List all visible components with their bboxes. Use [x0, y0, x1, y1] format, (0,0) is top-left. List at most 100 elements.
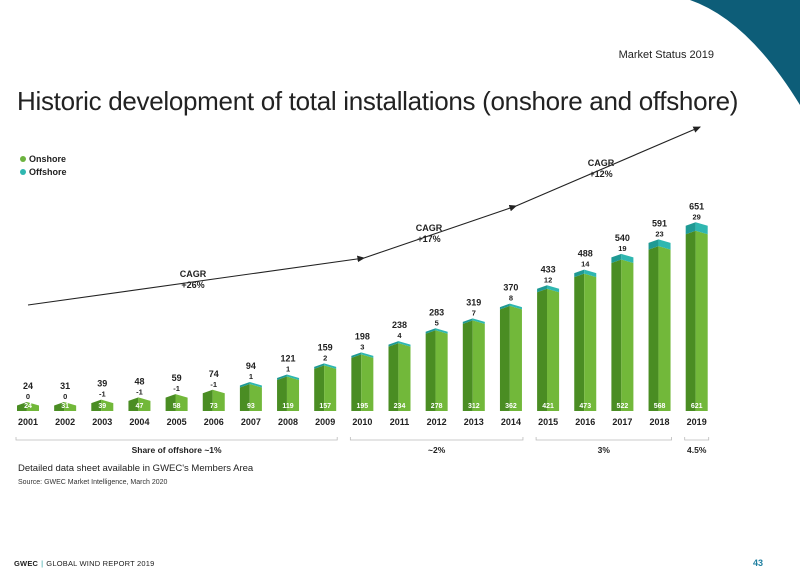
total-value-label: 319: [466, 297, 481, 307]
legend-onshore: Onshore: [20, 152, 67, 165]
offshore-dot-icon: [20, 168, 26, 175]
onshore-bar: [249, 384, 262, 411]
cagr-trend-line: [363, 205, 518, 259]
onshore-value-label: 73: [210, 403, 218, 410]
onshore-bar-side: [351, 354, 362, 411]
onshore-bar-side: [648, 246, 659, 411]
x-tick-label: 2014: [501, 417, 521, 427]
x-tick-label: 2001: [18, 417, 38, 427]
onshore-value-label: 24: [24, 403, 32, 410]
share-label: 4.5%: [687, 445, 707, 455]
onshore-value-label: 362: [505, 403, 517, 410]
offshore-cap-side: [648, 239, 659, 250]
offshore-cap-side: [537, 285, 547, 293]
cagr-trend-line: [27, 255, 366, 306]
onshore-bar-side: [499, 305, 510, 411]
offshore-cap-side: [499, 303, 510, 310]
members-note: Detailed data sheet available in GWEC's …: [18, 463, 254, 474]
onshore-value-label: 39: [98, 403, 106, 410]
offshore-cap: [584, 269, 597, 278]
offshore-cap: [547, 285, 560, 293]
onshore-bar: [621, 259, 634, 411]
x-tick-label: 2010: [352, 417, 372, 427]
share-bracket: [684, 437, 710, 441]
market-status-label: Market Status 2019: [618, 49, 714, 61]
onshore-value-label: 621: [691, 403, 703, 410]
x-tick-label: 2007: [241, 417, 261, 427]
x-tick-label: 2013: [464, 417, 484, 427]
offshore-cap: [472, 318, 485, 324]
offshore-value-label: 0: [26, 392, 30, 401]
share-label: 3%: [598, 445, 611, 455]
onshore-value-label: 234: [394, 403, 406, 410]
cagr-value: +12%: [589, 169, 612, 179]
onshore-bar-side: [202, 389, 213, 411]
offshore-cap: [249, 382, 262, 388]
offshore-cap: [621, 253, 634, 263]
offshore-value-label: -1: [210, 380, 217, 389]
total-value-label: 48: [134, 376, 144, 386]
onshore-bar: [658, 246, 671, 411]
total-value-label: 74: [209, 369, 219, 379]
onshore-value-label: 421: [542, 403, 554, 410]
onshore-value-label: 58: [173, 403, 181, 410]
page-title: Historic development of total installati…: [17, 86, 739, 116]
offshore-cap-side: [351, 352, 362, 358]
total-value-label: 433: [541, 264, 556, 274]
share-label: ~2%: [428, 445, 446, 455]
onshore-dot-icon: [20, 155, 26, 162]
offshore-value-label: 1: [286, 364, 290, 373]
total-value-label: 39: [97, 379, 107, 389]
offshore-cap-side: [314, 363, 325, 369]
offshore-value-label: 23: [655, 229, 663, 238]
offshore-cap-side: [574, 269, 585, 278]
x-tick-label: 2006: [204, 417, 224, 427]
offshore-cap: [658, 239, 671, 250]
onshore-bar-side: [537, 288, 547, 411]
onshore-bar: [175, 394, 188, 411]
x-tick-label: 2004: [129, 417, 149, 427]
offshore-cap-side: [611, 253, 622, 263]
onshore-bar: [26, 402, 39, 411]
x-tick-label: 2018: [650, 417, 670, 427]
onshore-bar-side: [462, 320, 473, 411]
offshore-value-label: 8: [509, 294, 513, 303]
cagr-label: CAGR: [416, 223, 443, 233]
offshore-value-label: 14: [581, 260, 590, 269]
offshore-cap-side: [462, 318, 473, 324]
onshore-bar-side: [388, 343, 399, 411]
page-number: 43: [752, 558, 763, 568]
onshore-bar-side: [54, 402, 65, 411]
total-value-label: 540: [615, 233, 630, 243]
footer-separator: |: [41, 559, 44, 568]
onshore-bar: [584, 273, 597, 411]
cagr-label: CAGR: [588, 158, 615, 168]
x-tick-label: 2015: [538, 417, 558, 427]
offshore-cap-side: [685, 222, 696, 235]
onshore-bar: [472, 320, 485, 411]
total-value-label: 283: [429, 307, 444, 317]
offshore-cap: [398, 341, 411, 347]
onshore-bar: [695, 230, 708, 411]
offshore-value-label: 29: [693, 212, 701, 221]
offshore-value-label: 3: [360, 342, 364, 351]
onshore-bar-side: [17, 402, 27, 411]
total-value-label: 121: [281, 353, 296, 363]
offshore-cap-side: [388, 341, 399, 347]
footer-brand: GWEC | GLOBAL WIND REPORT 2019: [14, 559, 155, 568]
x-tick-label: 2009: [315, 417, 335, 427]
offshore-value-label: -1: [173, 384, 180, 393]
cagr-value: +17%: [417, 234, 440, 244]
offshore-value-label: 2: [323, 353, 327, 362]
share-label: Share of offshore ~1%: [132, 445, 222, 455]
total-value-label: 159: [318, 342, 333, 352]
x-tick-label: 2005: [167, 417, 187, 427]
offshore-value-label: 1: [249, 372, 253, 381]
onshore-bar: [212, 389, 225, 411]
offshore-value-label: -1: [136, 387, 143, 396]
onshore-value-label: 93: [247, 403, 255, 410]
offshore-cap: [509, 303, 522, 310]
onshore-bar-side: [425, 330, 436, 411]
share-bracket: [15, 437, 338, 441]
